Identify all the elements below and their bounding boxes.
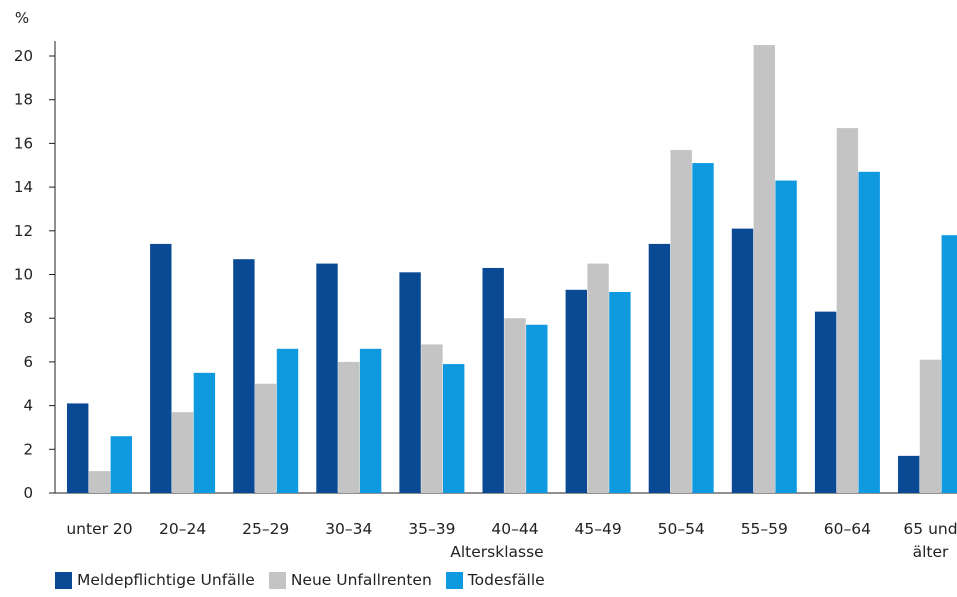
bar (670, 149, 692, 493)
bar (338, 361, 360, 493)
bar (482, 267, 504, 493)
x-tick-label: 55–59 (741, 520, 788, 538)
legend: Meldepflichtige Unfälle Neue Unfallrente… (55, 571, 559, 589)
bar (587, 263, 609, 493)
bar (88, 471, 111, 493)
bar (171, 412, 194, 493)
legend-swatch-meldepflichtige-unfaelle (55, 571, 72, 589)
y-tick-label: 20 (14, 47, 33, 65)
y-tick-label: 8 (23, 309, 33, 327)
bar (898, 455, 920, 493)
bar (775, 180, 797, 494)
legend-item-neue-unfallrenten: Neue Unfallrenten (268, 571, 432, 589)
bar (150, 243, 172, 493)
bar (648, 243, 671, 493)
legend-item-meldepflichtige-unfaelle: Meldepflichtige Unfälle (55, 571, 255, 589)
x-tick-label: 25–29 (242, 520, 289, 538)
bar (565, 289, 587, 493)
bar (443, 364, 465, 493)
bar (399, 272, 421, 493)
bar (941, 235, 957, 494)
legend-swatch-neue-unfallrenten (268, 571, 286, 589)
bar (504, 318, 526, 493)
y-axis-ticks: 0 2 4 6 8 10 12 14 16 18 20 (14, 47, 55, 502)
legend-label-meldepflichtige-unfaelle: Meldepflichtige Unfälle (77, 571, 255, 589)
y-tick-label: 12 (14, 222, 33, 240)
x-tick-label: 35–39 (408, 520, 455, 538)
x-tick-label: 40–44 (491, 520, 538, 538)
x-tick-label: 20–24 (159, 520, 206, 538)
y-unit-label: % (15, 9, 29, 27)
bar (110, 436, 132, 493)
legend-swatch-todesfaelle (445, 571, 463, 589)
y-tick-label: 14 (14, 178, 33, 196)
bar (421, 344, 443, 493)
y-tick-label: 4 (23, 397, 33, 415)
y-tick-label: 0 (23, 484, 33, 502)
bar (919, 359, 942, 493)
y-tick-label: 10 (14, 266, 33, 284)
bar (316, 263, 338, 493)
bar (731, 228, 754, 494)
bar (233, 259, 255, 493)
x-tick-label: 65 und (903, 520, 957, 538)
bar (359, 348, 382, 493)
bar (609, 291, 631, 493)
y-tick-label: 16 (14, 134, 33, 152)
y-tick-label: 6 (23, 353, 33, 371)
x-tick-label: 60–64 (824, 520, 871, 538)
x-axis-title: Altersklasse (450, 543, 543, 561)
category-labels: unter 20 20–24 25–29 30–34 35–39 40–44 45–49 50… (66, 520, 957, 561)
y-tick-label: 18 (14, 91, 33, 109)
bar (692, 163, 714, 493)
bar (193, 372, 216, 493)
x-tick-label: älter (913, 543, 949, 561)
x-tick-label: unter 20 (66, 520, 132, 538)
x-tick-label: 30–34 (325, 520, 372, 538)
bar (67, 403, 89, 493)
legend-label-todesfaelle: Todesfälle (467, 571, 545, 589)
legend-item-todesfaelle: Todesfälle (445, 571, 545, 589)
bar (526, 324, 548, 493)
legend-label-neue-unfallrenten: Neue Unfallrenten (290, 571, 432, 589)
bar (255, 383, 277, 493)
bar (836, 128, 859, 494)
x-tick-label: 45–49 (574, 520, 621, 538)
bar (276, 348, 299, 493)
y-tick-label: 2 (23, 440, 33, 458)
bars-group (67, 45, 957, 494)
bar (814, 311, 837, 493)
bar (858, 171, 880, 493)
x-tick-label: 50–54 (658, 520, 705, 538)
bar (753, 45, 775, 493)
